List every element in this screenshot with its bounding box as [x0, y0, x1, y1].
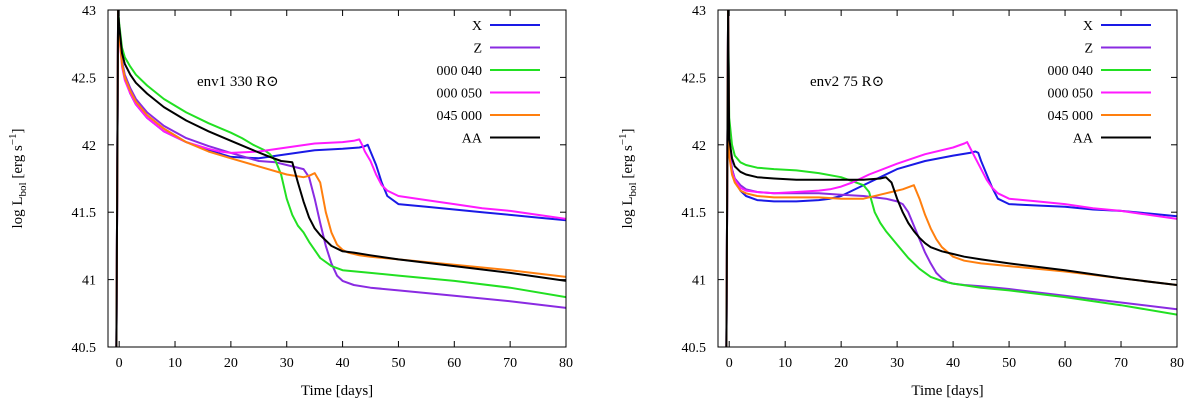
chart-1-legend-label-4: 045 000	[1048, 109, 1094, 124]
chart-1-legend-label-1: Z	[1084, 42, 1093, 57]
chart-0-ytick-label: 42	[82, 139, 96, 154]
chart-0-annotation: env1 330 R⊙	[197, 74, 279, 90]
chart-1-xtick-label: 80	[1170, 356, 1184, 371]
chart-0-series-line-4	[115, 10, 566, 347]
chart-1-legend-label-0: X	[1083, 19, 1093, 34]
chart-1-y-axis-label: log Lbol [erg s−1]	[617, 128, 639, 228]
chart-1-xtick-label: 70	[1114, 356, 1128, 371]
chart-1-ytick-label: 42.5	[682, 71, 707, 86]
chart-0-ytick-label: 43	[82, 4, 96, 19]
chart-0-legend-label-0: X	[472, 19, 482, 34]
chart-0-xtick-label: 10	[168, 356, 182, 371]
chart-0-series-line-5	[115, 10, 566, 347]
chart-0-x-axis-label: Time [days]	[301, 383, 373, 399]
chart-1-series-line-1	[725, 10, 1177, 347]
chart-0-xtick-label: 60	[447, 356, 461, 371]
chart-1-xtick-label: 10	[778, 356, 792, 371]
chart-0-plot-frame	[107, 9, 567, 348]
chart-0-xtick-label: 50	[391, 356, 405, 371]
chart-0-y-axis-label: log Lbol [erg s−1]	[7, 128, 29, 228]
chart-1-series-line-0	[725, 10, 1177, 347]
chart-1-series-line-2	[725, 10, 1177, 347]
chart-1-series-line-4	[725, 10, 1177, 347]
chart-1-x-axis-label: Time [days]	[911, 383, 983, 399]
chart-0-ytick-label: 40.5	[72, 341, 97, 356]
chart-1-ytick-label: 40.5	[682, 341, 707, 356]
chart-0-legend-label-4: 045 000	[437, 109, 483, 124]
chart-1-legend-label-3: 000 050	[1048, 87, 1094, 102]
chart-1-ytick-label: 41.5	[682, 206, 707, 221]
chart-0-legend-label-1: Z	[473, 42, 482, 57]
chart-1-series-line-3	[725, 10, 1177, 347]
chart-0-legend-label-3: 000 050	[437, 87, 483, 102]
chart-1-series-line-5	[725, 10, 1177, 347]
chart-1-xtick-label: 0	[726, 356, 733, 371]
right-chart-panel: 0 10 20 30 40 50 60 70 80 40.5 41 41.5 42 42.5 43 Time …	[617, 4, 1184, 399]
chart-0-legend-label-2: 000 040	[437, 64, 483, 79]
chart-0-ytick-label: 41	[82, 274, 96, 289]
chart-1-xtick-label: 30	[890, 356, 904, 371]
chart-1-ytick-label: 42	[692, 139, 706, 154]
chart-1-xtick-label: 20	[834, 356, 848, 371]
chart-0-xtick-label: 0	[116, 356, 123, 371]
chart-1-xtick-label: 40	[946, 356, 960, 371]
chart-0-ytick-label: 41.5	[72, 206, 97, 221]
chart-0-series-line-0	[115, 10, 566, 347]
chart-0-series-group	[115, 10, 566, 347]
chart-1-legend-label-2: 000 040	[1048, 64, 1094, 79]
chart-1-ytick-label: 43	[692, 4, 706, 19]
chart-1-legend-label-5: AA	[1073, 132, 1094, 147]
chart-0-series-line-3	[115, 10, 566, 347]
chart-0-legend-label-5: AA	[462, 132, 483, 147]
chart-1-plot-frame	[717, 9, 1178, 348]
chart-0-xtick-label: 70	[503, 356, 517, 371]
chart-0-xtick-label: 80	[559, 356, 573, 371]
chart-0-xtick-label: 20	[224, 356, 238, 371]
chart-1-ytick-label: 41	[692, 274, 706, 289]
chart-0-series-line-2	[115, 10, 566, 347]
left-chart-panel: 0 10 20 30 40 50 60 70 80 40.5 41 41.5 42 42.5 43 Time …	[7, 4, 573, 399]
chart-0-xtick-label: 30	[280, 356, 294, 371]
chart-0-ytick-label: 42.5	[72, 71, 97, 86]
chart-1-xtick-label: 60	[1058, 356, 1072, 371]
chart-0-xtick-label: 40	[336, 356, 350, 371]
chart-1-xtick-label: 50	[1002, 356, 1016, 371]
chart-1-annotation: env2 75 R⊙	[810, 74, 884, 90]
chart-1-series-group	[725, 10, 1177, 347]
chart-0-series-line-1	[115, 10, 566, 347]
